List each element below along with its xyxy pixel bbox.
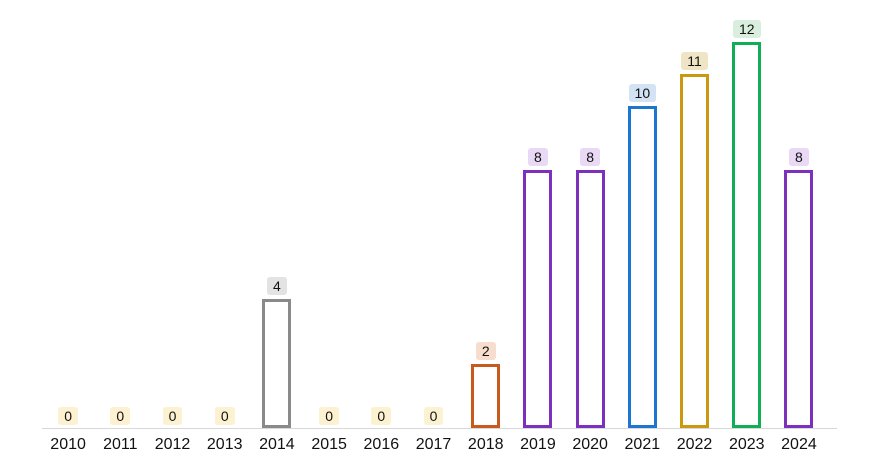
value-label-2023: 12 (732, 19, 761, 38)
x-axis-tick-labels: 2010 2011 2012 2013 2014 2015 2016 2017 2018 2019… (42, 436, 825, 454)
x-tick-label-2014: 2014 (259, 436, 295, 453)
bar-slot-2010: 0 (42, 407, 94, 428)
x-tick-label-2016: 2016 (363, 436, 400, 453)
bar-slot-2016: 0 (355, 407, 407, 428)
bar-slot-2012: 0 (146, 407, 198, 428)
bar-2020 (575, 170, 605, 428)
bar-slot-2018: 2 (460, 341, 512, 428)
value-label-2018: 2 (475, 341, 496, 360)
bar-2014 (262, 299, 292, 428)
value-label-2019: 8 (528, 148, 548, 167)
bar-2021 (627, 106, 657, 428)
value-label-2010: 0 (58, 407, 78, 425)
x-tick-label-2020: 2020 (572, 436, 608, 453)
plot-area: 0 0 0 0 4 0 0 0 2 8 8 10 11 12 8 (42, 0, 825, 428)
bar-slot-2021: 10 (616, 84, 668, 428)
value-label-2012: 0 (162, 407, 183, 425)
x-tick-label-2010: 2010 (50, 436, 86, 453)
value-label-2020: 8 (580, 148, 601, 167)
x-tick-label-2012: 2012 (154, 436, 191, 453)
bar-slot-2015: 0 (303, 407, 355, 428)
x-tick-label-2021: 2021 (624, 436, 661, 453)
bar-slot-2024: 8 (773, 148, 825, 428)
value-label-2013: 0 (214, 407, 235, 425)
bar-slot-2014: 4 (251, 277, 303, 428)
bar-slot-2022: 11 (668, 51, 720, 428)
x-tick-label-2023: 2023 (728, 436, 765, 453)
bar-2018 (471, 363, 501, 428)
bar-slot-2023: 12 (721, 19, 773, 428)
x-tick-label-2024: 2024 (781, 436, 817, 453)
x-tick-label-2013: 2013 (206, 436, 243, 453)
x-tick-label-2018: 2018 (467, 436, 504, 453)
x-axis-line (42, 428, 837, 429)
bar-2024 (784, 170, 814, 428)
x-tick-label-2022: 2022 (676, 436, 713, 453)
bar-slot-2011: 0 (94, 407, 146, 428)
bar-2023 (732, 41, 762, 428)
value-label-2017: 0 (423, 407, 444, 425)
value-label-2011: 0 (110, 407, 131, 425)
x-tick-label-2017: 2017 (415, 436, 452, 453)
bar-2022 (680, 73, 710, 428)
bar-slot-2017: 0 (407, 407, 459, 428)
value-label-2014: 4 (267, 277, 287, 296)
bar-slot-2020: 8 (564, 148, 616, 428)
value-label-2024: 8 (789, 148, 809, 167)
bar-2019 (523, 170, 553, 428)
bar-slot-2019: 8 (512, 148, 564, 428)
x-tick-label-2019: 2019 (520, 436, 556, 453)
bar-slot-2013: 0 (199, 407, 251, 428)
value-label-2022: 11 (681, 51, 708, 70)
x-tick-label-2011: 2011 (103, 436, 138, 453)
value-label-2015: 0 (319, 407, 340, 425)
value-label-2016: 0 (371, 407, 392, 425)
value-label-2021: 10 (628, 84, 657, 102)
x-tick-label-2015: 2015 (311, 436, 347, 453)
